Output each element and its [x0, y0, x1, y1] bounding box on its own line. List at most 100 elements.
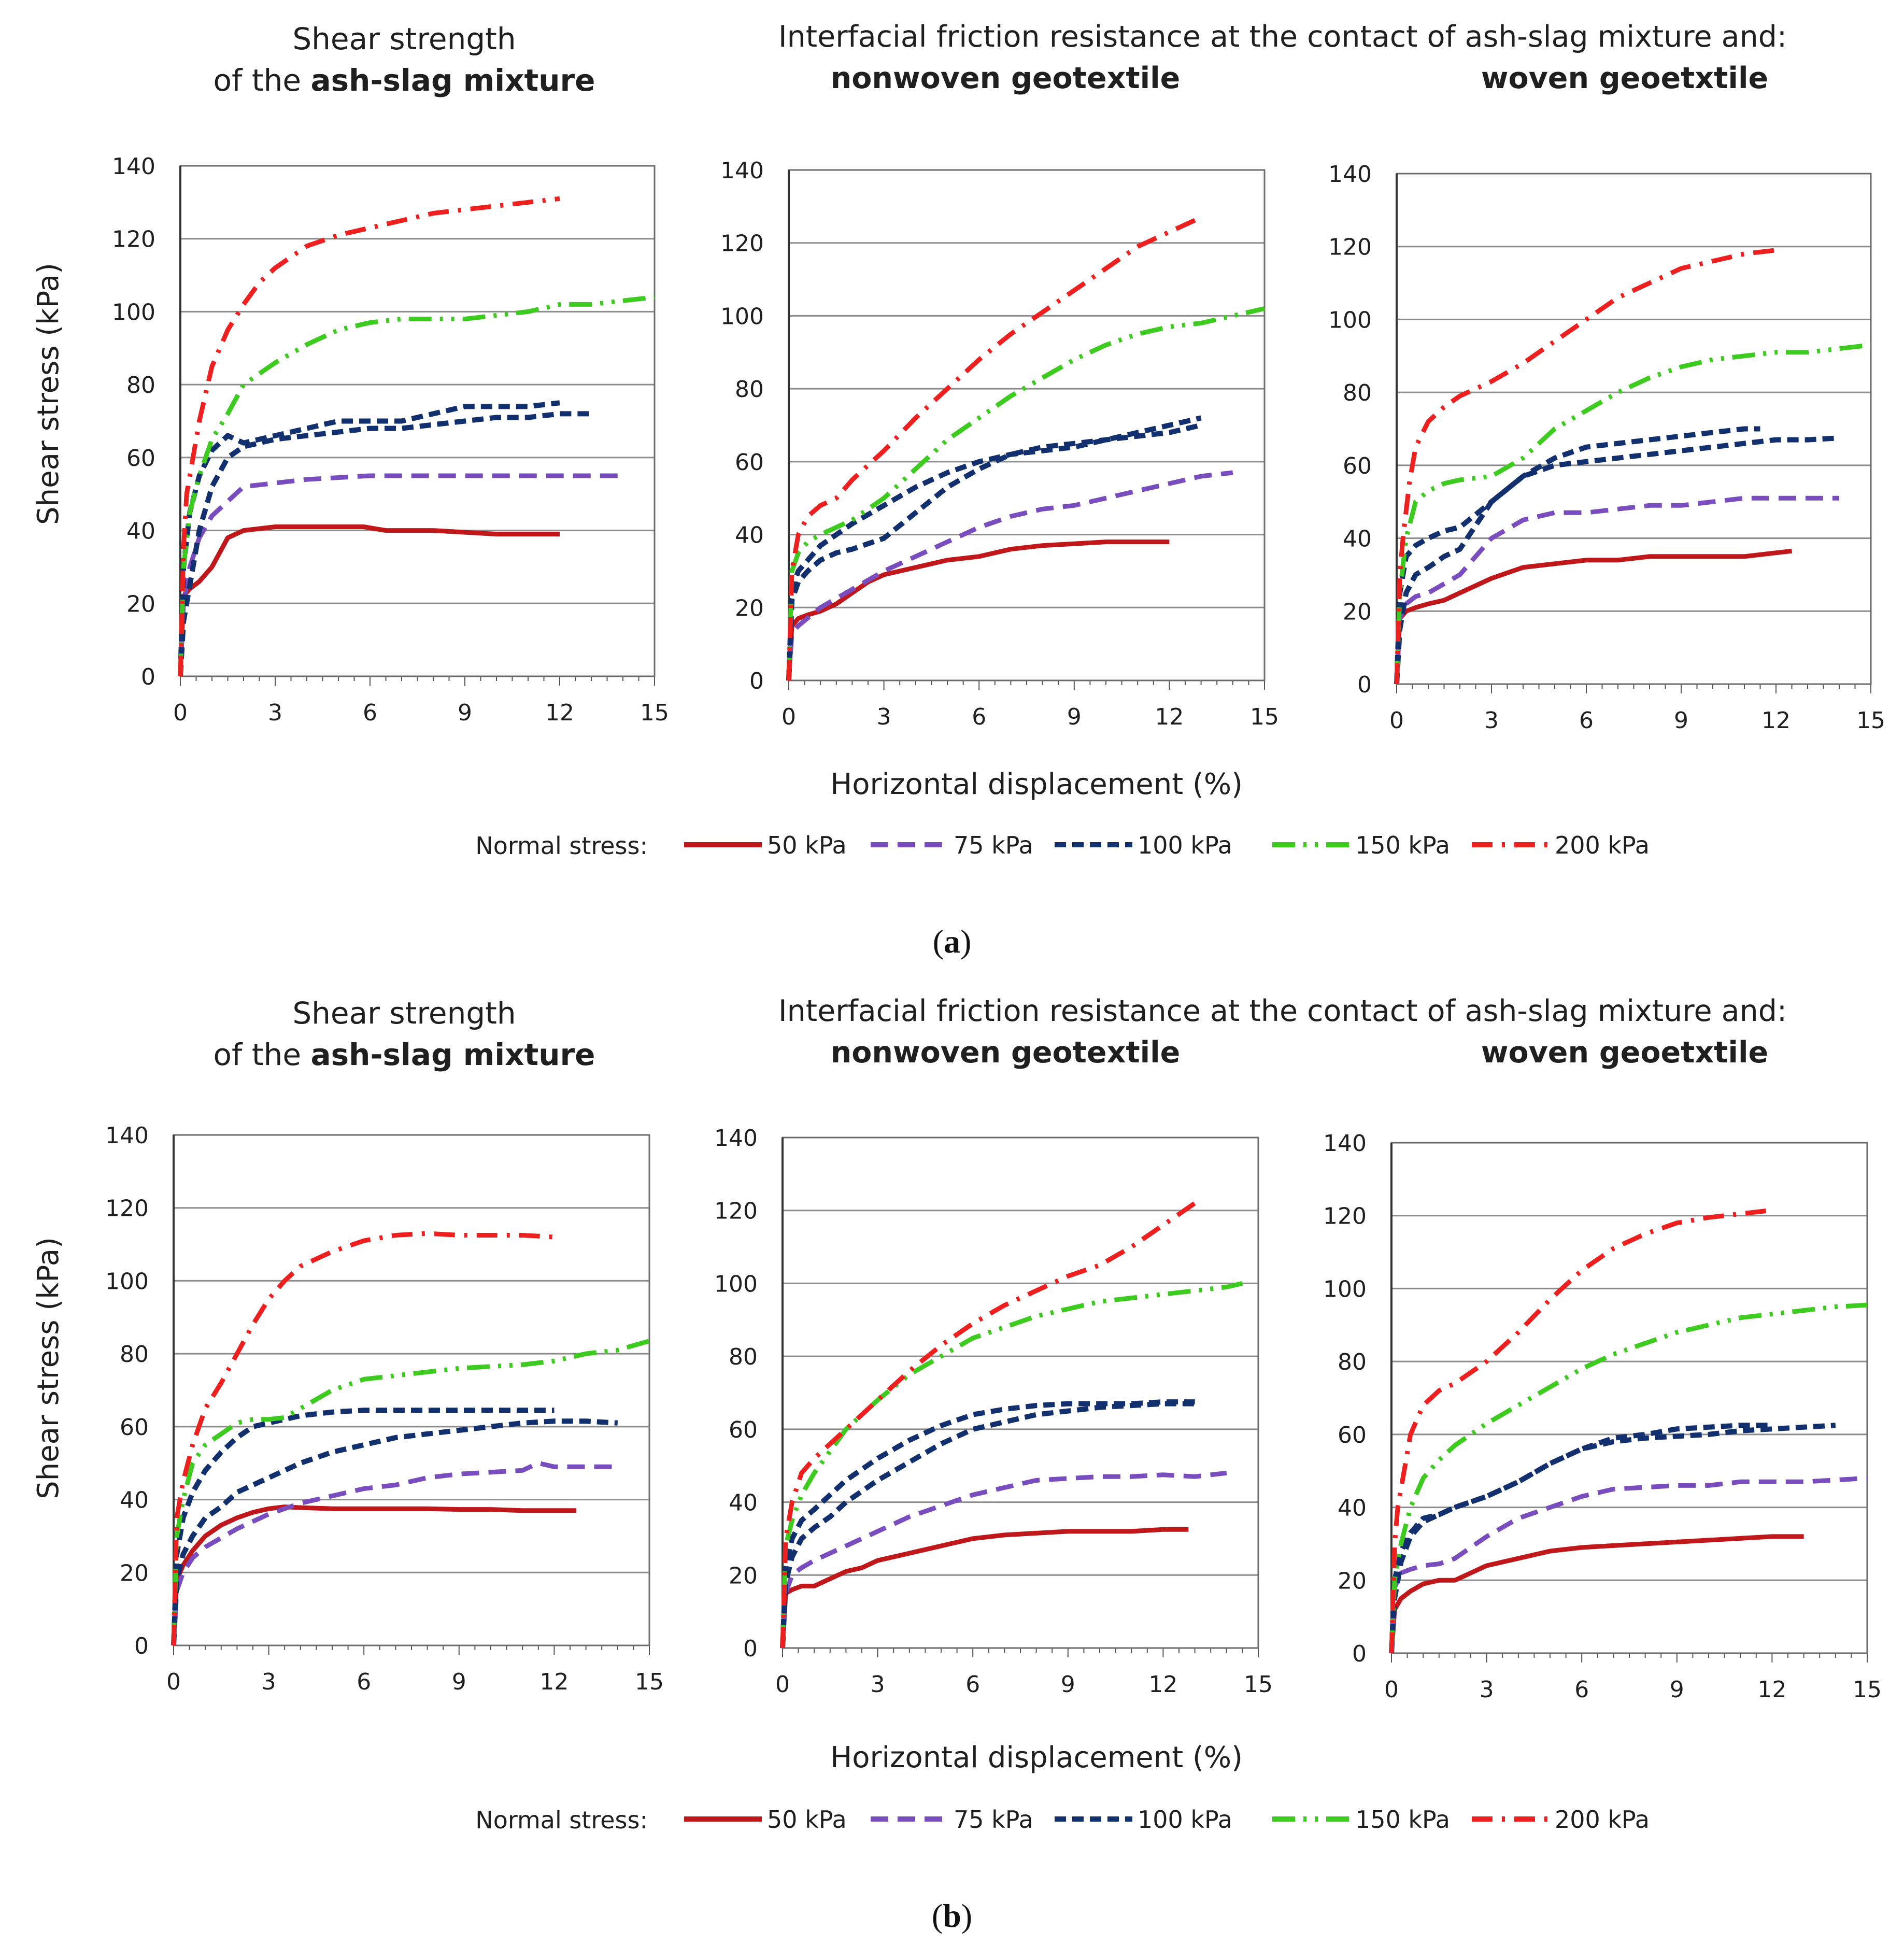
- panel-a-nonwoven-title: nonwoven geotextile: [831, 61, 1181, 95]
- y-tick-label: 120: [720, 231, 764, 257]
- y-tick-label: 80: [126, 372, 155, 399]
- y-tick-label: 140: [1328, 161, 1372, 188]
- x-tick-label: 15: [640, 700, 669, 726]
- x-tick-label: 9: [1067, 704, 1082, 730]
- y-tick-label: 0: [749, 668, 764, 694]
- x-tick-label: 3: [877, 704, 891, 730]
- x-tick-label: 0: [166, 1669, 181, 1695]
- series-line-100-kpa-b: [1394, 435, 1840, 685]
- panel-b-left-title-line2: of the ash-slag mixture: [214, 1037, 595, 1072]
- y-tick-label: 60: [729, 1417, 758, 1443]
- y-tick-label: 140: [714, 1125, 758, 1152]
- x-tick-label: 0: [1384, 1677, 1399, 1703]
- panel-a-ylabel: Shear stress (kPa): [32, 263, 65, 525]
- x-tick-label: 15: [1250, 704, 1279, 730]
- series-line-50-kpa: [1394, 548, 1793, 685]
- y-tick-label: 80: [735, 376, 764, 403]
- y-tick-label: 120: [1323, 1203, 1367, 1230]
- panel-a-left-title-line1: Shear strength: [292, 21, 516, 56]
- x-tick-label: 3: [1484, 707, 1499, 734]
- chart-b-nonwoven: 0 20 40 60 80 100 120 140 0 3 6 9 12 15: [714, 1125, 1273, 1698]
- series-line-75-kpa: [786, 470, 1233, 681]
- legend-entry-label: 50 kPa: [767, 1806, 847, 1834]
- x-tick-label: 0: [173, 700, 188, 726]
- y-tick-label: 0: [134, 1633, 149, 1659]
- legend-a-label: Normal stress:: [475, 832, 648, 860]
- y-tick-label: 60: [735, 449, 764, 476]
- series-line-100-kpa-a: [1394, 426, 1760, 685]
- x-tick-label: 0: [775, 1671, 790, 1698]
- caption-a: (a): [933, 923, 972, 960]
- x-tick-label: 15: [1856, 707, 1885, 734]
- panel-a-headers: Shear strength of the ash-slag mixture I…: [214, 20, 1787, 98]
- y-tick-label: 20: [120, 1560, 149, 1586]
- series-line-100-kpa-b: [786, 415, 1202, 681]
- panel-b-right-title: Interfacial friction resistance at the c…: [778, 994, 1787, 1028]
- y-tick-label: 80: [729, 1344, 758, 1370]
- series-line-100-kpa-a: [178, 400, 560, 677]
- caption-b: (b): [932, 1897, 972, 1934]
- x-tick-label: 3: [1480, 1677, 1494, 1703]
- x-tick-label: 6: [965, 1671, 980, 1698]
- panel-a-right-title: Interfacial friction resistance at the c…: [778, 20, 1787, 54]
- panel-a-xlabel: Horizontal displacement (%): [830, 768, 1243, 801]
- y-tick-label: 140: [720, 158, 764, 184]
- y-tick-label: 140: [112, 153, 155, 180]
- y-tick-label: 100: [1323, 1276, 1367, 1302]
- y-tick-label: 100: [714, 1271, 758, 1297]
- series-line-150-kpa: [1389, 1302, 1868, 1654]
- plot-frame: [1396, 173, 1872, 685]
- plot-frame: [179, 165, 656, 677]
- legend-entry-label: 50 kPa: [767, 831, 847, 859]
- y-tick-label: 120: [714, 1198, 758, 1225]
- y-tick-label: 20: [735, 595, 764, 621]
- y-tick-label: 0: [1352, 1641, 1367, 1667]
- series-line-150-kpa: [780, 1281, 1243, 1649]
- x-tick-label: 6: [1574, 1677, 1589, 1703]
- y-tick-label: 60: [1343, 453, 1372, 479]
- y-tick-label: 140: [1323, 1130, 1367, 1157]
- chart-a-nonwoven: 0 20 40 60 80 100 120 140 0 3 6 9 12 15: [720, 158, 1279, 730]
- panel-a-woven-title: woven geoetxtile: [1481, 61, 1768, 95]
- legend-a: Normal stress: 50 kPa 75 kPa 100 kPa 150 kP…: [475, 831, 1650, 860]
- x-tick-label: 6: [1579, 707, 1594, 734]
- x-tick-label: 12: [545, 700, 574, 726]
- series-line-75-kpa: [1394, 495, 1839, 685]
- x-tick-label: 6: [357, 1669, 371, 1695]
- series-line-50-kpa: [178, 524, 560, 677]
- panel-b-xlabel: Horizontal displacement (%): [830, 1741, 1243, 1774]
- x-tick-label: 0: [1389, 707, 1404, 734]
- series-line-75-kpa: [171, 1460, 618, 1646]
- y-tick-label: 80: [1338, 1349, 1367, 1375]
- panel-b-ylabel: Shear stress (kPa): [32, 1237, 65, 1499]
- y-tick-label: 0: [1357, 672, 1372, 698]
- series-line-200-kpa: [780, 1201, 1197, 1649]
- y-tick-label: 100: [720, 303, 764, 330]
- series-line-100-kpa-b: [171, 1418, 618, 1646]
- series-line-100-kpa-a: [171, 1408, 555, 1646]
- x-tick-label: 12: [1757, 1677, 1786, 1703]
- y-tick-label: 20: [729, 1563, 758, 1589]
- legend-b-label: Normal stress:: [475, 1806, 648, 1834]
- series-line-75-kpa: [780, 1470, 1227, 1649]
- x-tick-label: 15: [1244, 1671, 1273, 1698]
- y-tick-label: 0: [743, 1636, 758, 1662]
- panel-b-headers: Shear strength of the ash-slag mixture I…: [214, 994, 1787, 1072]
- panel-a-left-title-line2: of the ash-slag mixture: [214, 63, 595, 98]
- y-tick-label: 80: [1343, 380, 1372, 406]
- y-tick-label: 140: [105, 1123, 149, 1149]
- x-tick-label: 9: [1674, 707, 1688, 734]
- y-tick-label: 40: [1338, 1495, 1367, 1522]
- series-line-200-kpa: [178, 196, 560, 677]
- series-line-100-kpa-b: [1389, 1423, 1836, 1654]
- series-line-50-kpa: [1389, 1534, 1804, 1654]
- y-tick-label: 20: [1338, 1568, 1367, 1594]
- x-tick-label: 3: [871, 1671, 885, 1698]
- y-tick-label: 100: [112, 299, 155, 325]
- x-tick-label: 12: [1148, 1671, 1177, 1698]
- x-tick-label: 3: [262, 1669, 276, 1695]
- series-line-150-kpa: [1394, 343, 1871, 685]
- y-tick-label: 40: [126, 518, 155, 545]
- legend-entry-label: 100 kPa: [1138, 1806, 1232, 1834]
- series-line-75-kpa: [1389, 1475, 1868, 1654]
